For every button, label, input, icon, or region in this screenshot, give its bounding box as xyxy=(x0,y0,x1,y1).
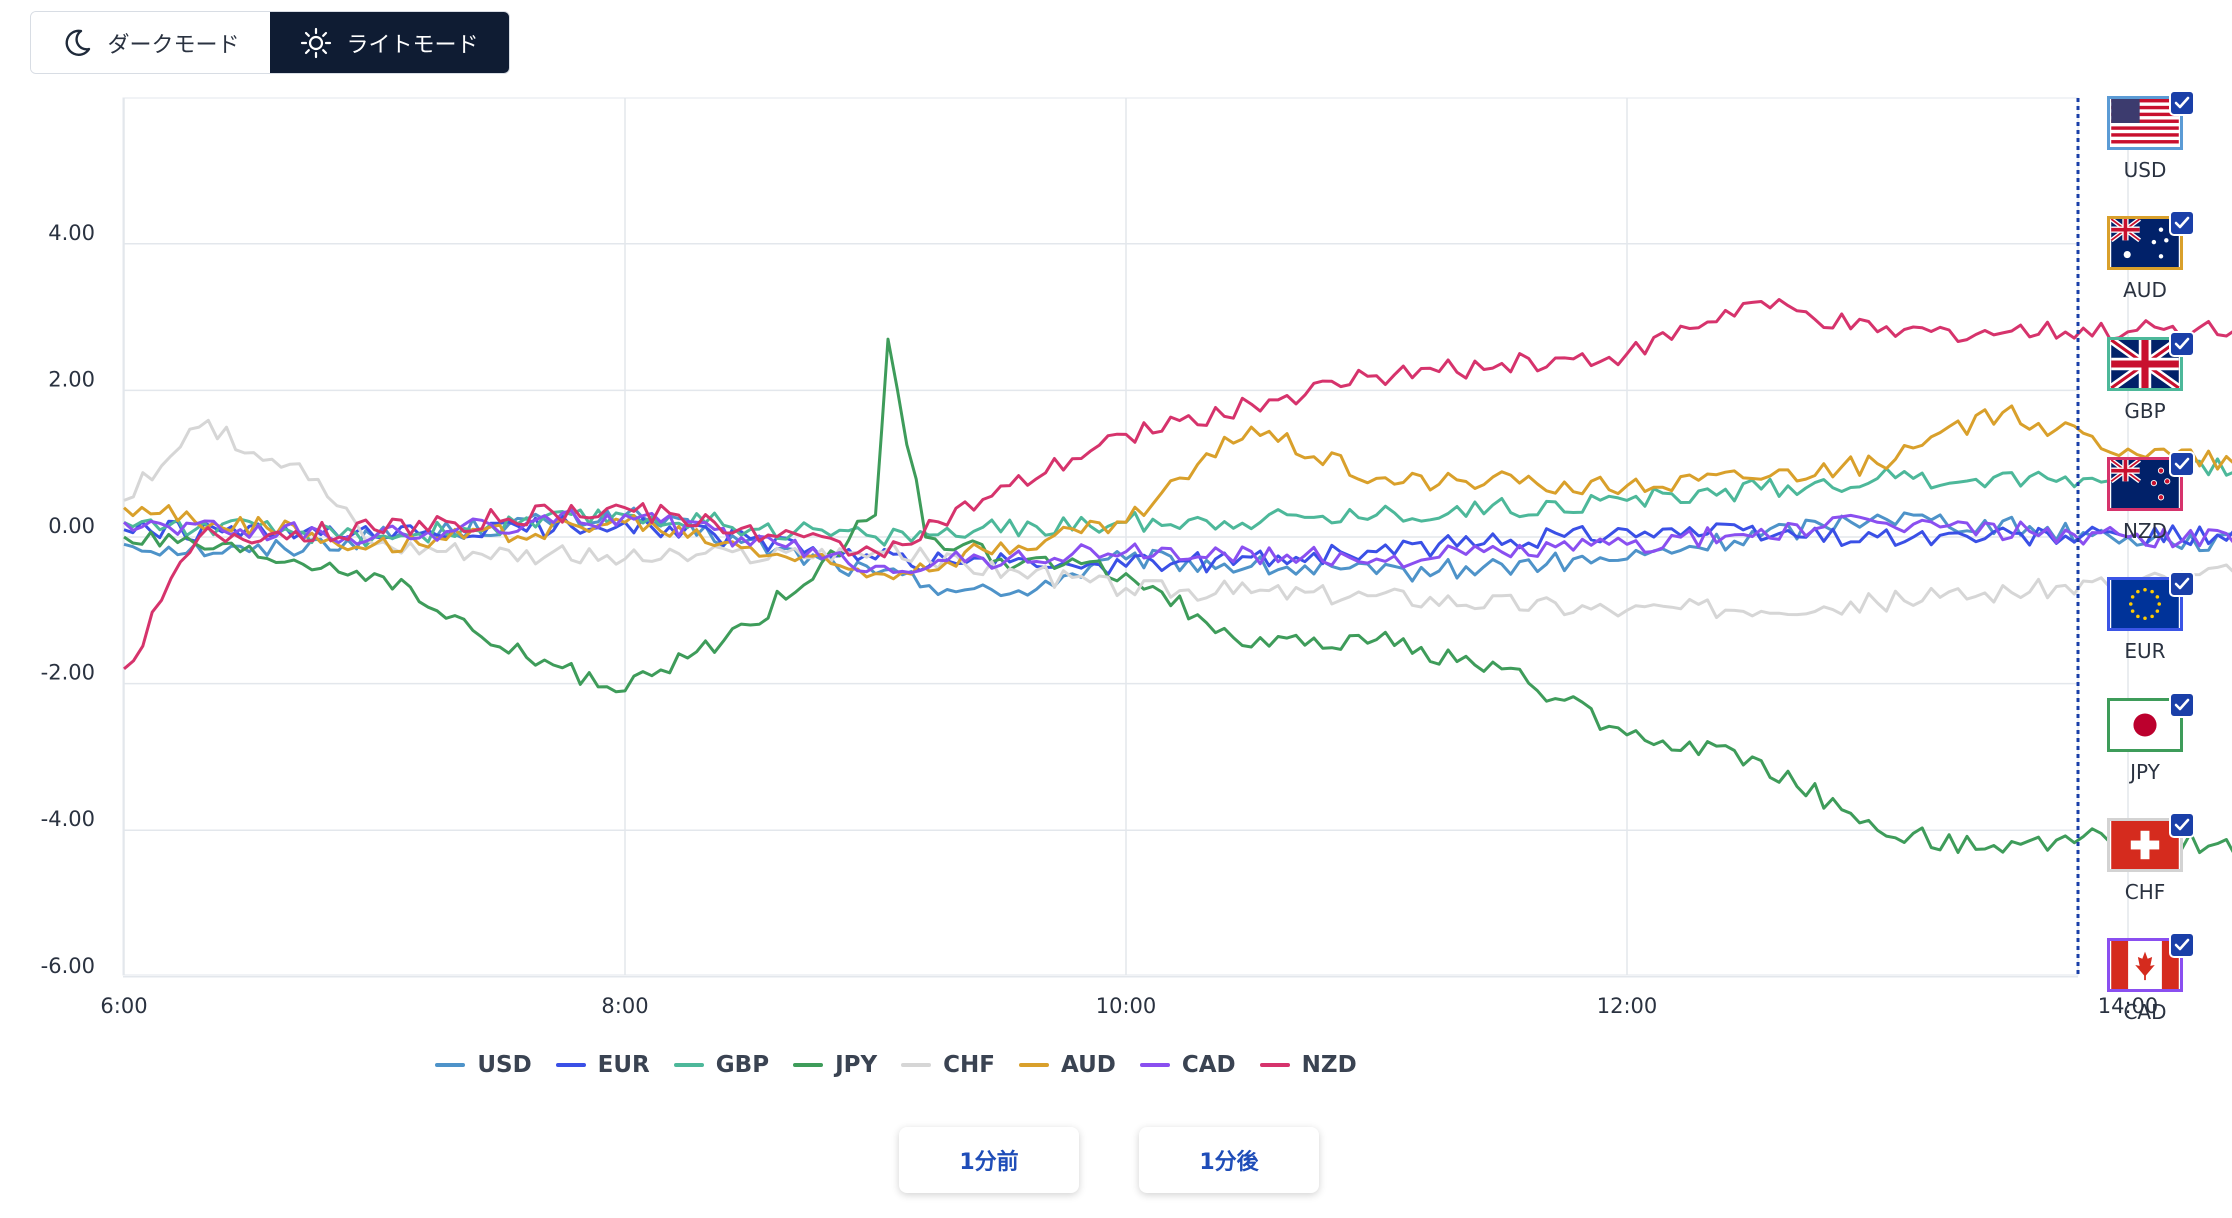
series-line-usd xyxy=(123,506,2232,598)
chart-grid xyxy=(122,97,2129,978)
y-tick-label: 2.00 xyxy=(48,367,95,391)
sun-icon xyxy=(300,27,332,59)
currency-label: AUD xyxy=(2123,278,2167,303)
currency-label: CAD xyxy=(2123,1000,2167,1025)
legend-label: CHF xyxy=(943,1052,995,1078)
checkmark-icon[interactable] xyxy=(2169,691,2195,718)
y-tick-label: 4.00 xyxy=(48,221,95,245)
legend-swatch xyxy=(1018,1063,1049,1067)
x-tick-label: 8:00 xyxy=(601,994,648,1018)
legend-item-jpy[interactable]: JPY xyxy=(793,1052,877,1078)
legend-item-nzd[interactable]: NZD xyxy=(1259,1052,1357,1078)
legend-label: AUD xyxy=(1060,1052,1116,1078)
currency-toggle-gbp[interactable]: GBP xyxy=(2100,330,2200,443)
currency-label: USD xyxy=(2123,158,2167,182)
y-tick-label: -2.00 xyxy=(41,661,95,685)
checkmark-icon[interactable] xyxy=(2169,811,2195,838)
new-zealand-flag-icon xyxy=(2107,456,2183,511)
legend-item-cad[interactable]: CAD xyxy=(1139,1052,1236,1078)
legend-label: GBP xyxy=(715,1052,770,1078)
legend-label: CAD xyxy=(1181,1052,1236,1078)
legend-label: EUR xyxy=(597,1052,650,1078)
uk-flag-icon xyxy=(2107,336,2183,391)
legend-swatch xyxy=(793,1063,824,1067)
y-axis-ticks: 4.00 2.00 0.00 -2.00 -4.00 -6.00 xyxy=(41,221,95,978)
currency-label: NZD xyxy=(2122,518,2168,543)
legend-swatch xyxy=(1259,1063,1290,1067)
currency-toggle-chf[interactable]: CHF xyxy=(2100,811,2200,924)
series-line-gbp xyxy=(123,457,2232,548)
checkmark-icon[interactable] xyxy=(2169,932,2195,959)
legend-item-chf[interactable]: CHF xyxy=(901,1052,995,1078)
eu-flag-icon xyxy=(2107,577,2183,632)
checkmark-icon[interactable] xyxy=(2169,90,2195,116)
currency-label: EUR xyxy=(2124,639,2166,664)
legend-swatch xyxy=(901,1063,932,1067)
legend-item-eur[interactable]: EUR xyxy=(555,1052,650,1078)
y-tick-label: 0.00 xyxy=(48,514,95,538)
legend-label: USD xyxy=(477,1052,532,1078)
x-tick-label: 12:00 xyxy=(1597,994,1658,1018)
dark-mode-button[interactable]: ダークモード xyxy=(31,12,270,73)
series-lines xyxy=(122,298,2232,855)
moon-icon xyxy=(61,27,93,59)
currency-label: JPY xyxy=(2130,759,2160,784)
chart-legend: USD EUR GBP JPY CHF AUD CAD NZD xyxy=(0,1052,2232,1078)
light-mode-button[interactable]: ライトモード xyxy=(270,12,509,73)
currency-toggle-aud[interactable]: AUD xyxy=(2100,210,2200,322)
checkmark-icon[interactable] xyxy=(2169,450,2195,477)
currency-toggle-eur[interactable]: EUR xyxy=(2100,571,2200,683)
checkmark-icon[interactable] xyxy=(2169,330,2195,357)
y-tick-label: -4.00 xyxy=(41,807,95,831)
y-tick-label: -6.00 xyxy=(41,954,95,978)
previous-minute-button[interactable]: 1分前 xyxy=(899,1127,1079,1193)
currency-toggle-jpy[interactable]: JPY xyxy=(2100,691,2200,804)
next-minute-button[interactable]: 1分後 xyxy=(1139,1127,1319,1193)
light-mode-label: ライトモード xyxy=(346,32,479,58)
currency-toggle-cad[interactable]: CAD xyxy=(2100,932,2200,1044)
x-tick-label: 10:00 xyxy=(1096,994,1157,1018)
series-line-nzd xyxy=(123,298,2232,671)
legend-label: NZD xyxy=(1301,1052,1357,1078)
legend-label: JPY xyxy=(835,1052,878,1078)
dark-mode-label: ダークモード xyxy=(107,32,240,58)
legend-item-aud[interactable]: AUD xyxy=(1018,1052,1116,1078)
legend-item-usd[interactable]: USD xyxy=(435,1052,532,1078)
checkmark-icon[interactable] xyxy=(2169,210,2195,237)
legend-item-gbp[interactable]: GBP xyxy=(673,1052,770,1078)
theme-mode-toggle: ダークモード ライトモード xyxy=(30,11,510,74)
currency-toggle-nzd[interactable]: NZD xyxy=(2100,450,2200,563)
currency-label: CHF xyxy=(2124,879,2166,904)
checkmark-icon[interactable] xyxy=(2169,571,2195,598)
series-line-aud xyxy=(123,404,2232,581)
currency-toggle-usd[interactable]: USD xyxy=(2100,90,2200,202)
x-tick-label: 6:00 xyxy=(100,994,147,1018)
currency-strength-chart: 4.00 2.00 0.00 -2.00 -4.00 -6.00 6:00 8:00 10:0… xyxy=(41,97,2232,1018)
legend-swatch xyxy=(1139,1063,1170,1067)
legend-swatch xyxy=(673,1063,704,1067)
x-tick-label: 14:00 xyxy=(2098,994,2159,1018)
series-line-cad xyxy=(122,509,2232,575)
currency-label: GBP xyxy=(2124,398,2166,423)
series-line-chf xyxy=(123,418,2232,620)
legend-swatch xyxy=(555,1063,586,1067)
series-line-jpy xyxy=(123,337,2232,855)
legend-swatch xyxy=(435,1063,466,1067)
